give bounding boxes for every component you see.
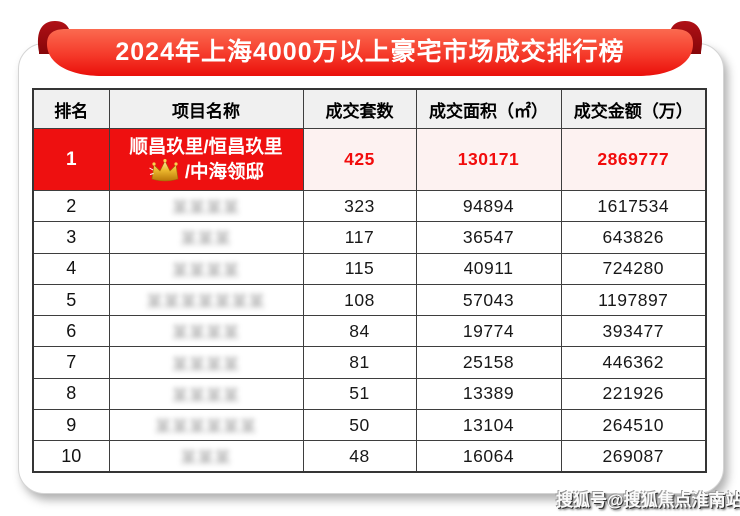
- amount-cell: 393477: [560, 315, 707, 348]
- project-name-line2: /中海领邸: [184, 160, 265, 182]
- table-row-5: 5 某某某某某某某 108 57043 1197897: [32, 283, 707, 317]
- table-row-7: 7 某某某某 81 25158 446362: [32, 346, 707, 379]
- units-cell: 115: [302, 252, 417, 285]
- rank-cell: 7: [32, 346, 110, 379]
- area-cell: 36547: [415, 221, 562, 254]
- units-cell: 81: [302, 346, 417, 379]
- project-name-cell: 某某某: [108, 221, 304, 254]
- table-row-10: 10 某某某 48 16064 269087: [32, 440, 707, 473]
- header-row: 排名 项目名称 成交套数 成交面积（㎡） 成交金额（万）: [32, 88, 707, 129]
- amount-cell: 264510: [560, 409, 707, 442]
- sohu-watermark: 搜狐号@搜狐焦点淮南站: [556, 491, 740, 510]
- blurred-project-name: 某某某某: [171, 200, 240, 218]
- amount-cell: 643826: [560, 221, 707, 254]
- area-cell: 130171: [415, 128, 562, 191]
- project-name-cell: 某某某某某某某: [108, 283, 304, 317]
- rank-cell: 5: [32, 283, 110, 317]
- header-area: 成交面积（㎡）: [415, 88, 562, 129]
- area-cell: 19774: [415, 315, 562, 348]
- project-name-cell: 某某某某: [108, 377, 304, 411]
- rank-cell: 2: [32, 189, 110, 223]
- rank-cell: 3: [32, 221, 110, 254]
- table-row-8: 8 某某某某 51 13389 221926: [32, 377, 707, 411]
- amount-cell: 221926: [560, 377, 707, 411]
- project-name-cell: 某某某: [108, 440, 304, 473]
- amount-cell: 269087: [560, 440, 707, 473]
- units-cell: 425: [302, 128, 417, 191]
- header-rank: 排名: [32, 88, 110, 129]
- table-row-9: 9 某某某某某某 50 13104 264510: [32, 409, 707, 442]
- units-cell: 108: [302, 283, 417, 317]
- units-cell: 50: [302, 409, 417, 442]
- header-amount: 成交金额（万）: [560, 88, 707, 129]
- blurred-project-name: 某某某某: [171, 262, 240, 280]
- area-cell: 94894: [415, 189, 562, 223]
- project-name-line1: 顺昌玖里/恒昌玖里: [129, 135, 283, 157]
- blurred-project-name: 某某某: [180, 450, 232, 468]
- crown-icon: [149, 159, 179, 182]
- amount-cell: 446362: [560, 346, 707, 379]
- amount-cell: 724280: [560, 252, 707, 285]
- rank-cell: 8: [32, 377, 110, 411]
- units-cell: 323: [302, 189, 417, 223]
- project-name-cell: 某某某某: [108, 252, 304, 285]
- blurred-project-name: 某某某某: [171, 356, 240, 374]
- table-row-6: 6 某某某某 84 19774 393477: [32, 315, 707, 348]
- ribbon-body: [47, 29, 693, 76]
- ribbon-banner: [37, 21, 703, 76]
- amount-cell: 1197897: [560, 283, 707, 317]
- project-name-cell: 某某某某: [108, 189, 304, 223]
- area-cell: 57043: [415, 283, 562, 317]
- rank-cell: 4: [32, 252, 110, 285]
- project-name-cell: 某某某某: [108, 346, 304, 379]
- amount-cell: 1617534: [560, 189, 707, 223]
- blurred-project-name: 某某某某某某: [154, 419, 257, 437]
- table-row-1: 1 顺昌玖里/恒昌玖里 /中海领邸: [32, 128, 707, 191]
- area-cell: 25158: [415, 346, 562, 379]
- table-row-4: 4 某某某某 115 40911 724280: [32, 252, 707, 285]
- header-units: 成交套数: [302, 88, 417, 129]
- rank-cell: 10: [32, 440, 110, 473]
- units-cell: 84: [302, 315, 417, 348]
- area-cell: 13104: [415, 409, 562, 442]
- units-cell: 48: [302, 440, 417, 473]
- ranking-table: 排名 项目名称 成交套数 成交面积（㎡） 成交金额（万） 1 顺昌玖里/恒昌玖里: [32, 88, 707, 474]
- table-row-3: 3 某某某 117 36547 643826: [32, 221, 707, 254]
- units-cell: 117: [302, 221, 417, 254]
- blurred-project-name: 某某某某: [171, 387, 240, 405]
- units-cell: 51: [302, 377, 417, 411]
- rank-cell: 1: [32, 128, 110, 191]
- page-title: 2024年上海4000万以上豪宅市场成交排行榜: [115, 38, 625, 66]
- area-cell: 16064: [415, 440, 562, 473]
- project-name-cell: 某某某某: [108, 315, 304, 348]
- header-name: 项目名称: [108, 88, 304, 129]
- rank-cell: 6: [32, 315, 110, 348]
- area-cell: 40911: [415, 252, 562, 285]
- area-cell: 13389: [415, 377, 562, 411]
- amount-cell: 2869777: [560, 128, 707, 191]
- rank-cell: 9: [32, 409, 110, 442]
- project-name-cell: 某某某某某某: [108, 409, 304, 442]
- blurred-project-name: 某某某某: [171, 325, 240, 343]
- blurred-project-name: 某某某: [180, 231, 232, 249]
- blurred-project-name: 某某某某某某某: [146, 294, 266, 312]
- table-row-2: 2 某某某某 323 94894 1617534: [32, 189, 707, 223]
- project-name-cell: 顺昌玖里/恒昌玖里 /中海领邸: [108, 128, 304, 191]
